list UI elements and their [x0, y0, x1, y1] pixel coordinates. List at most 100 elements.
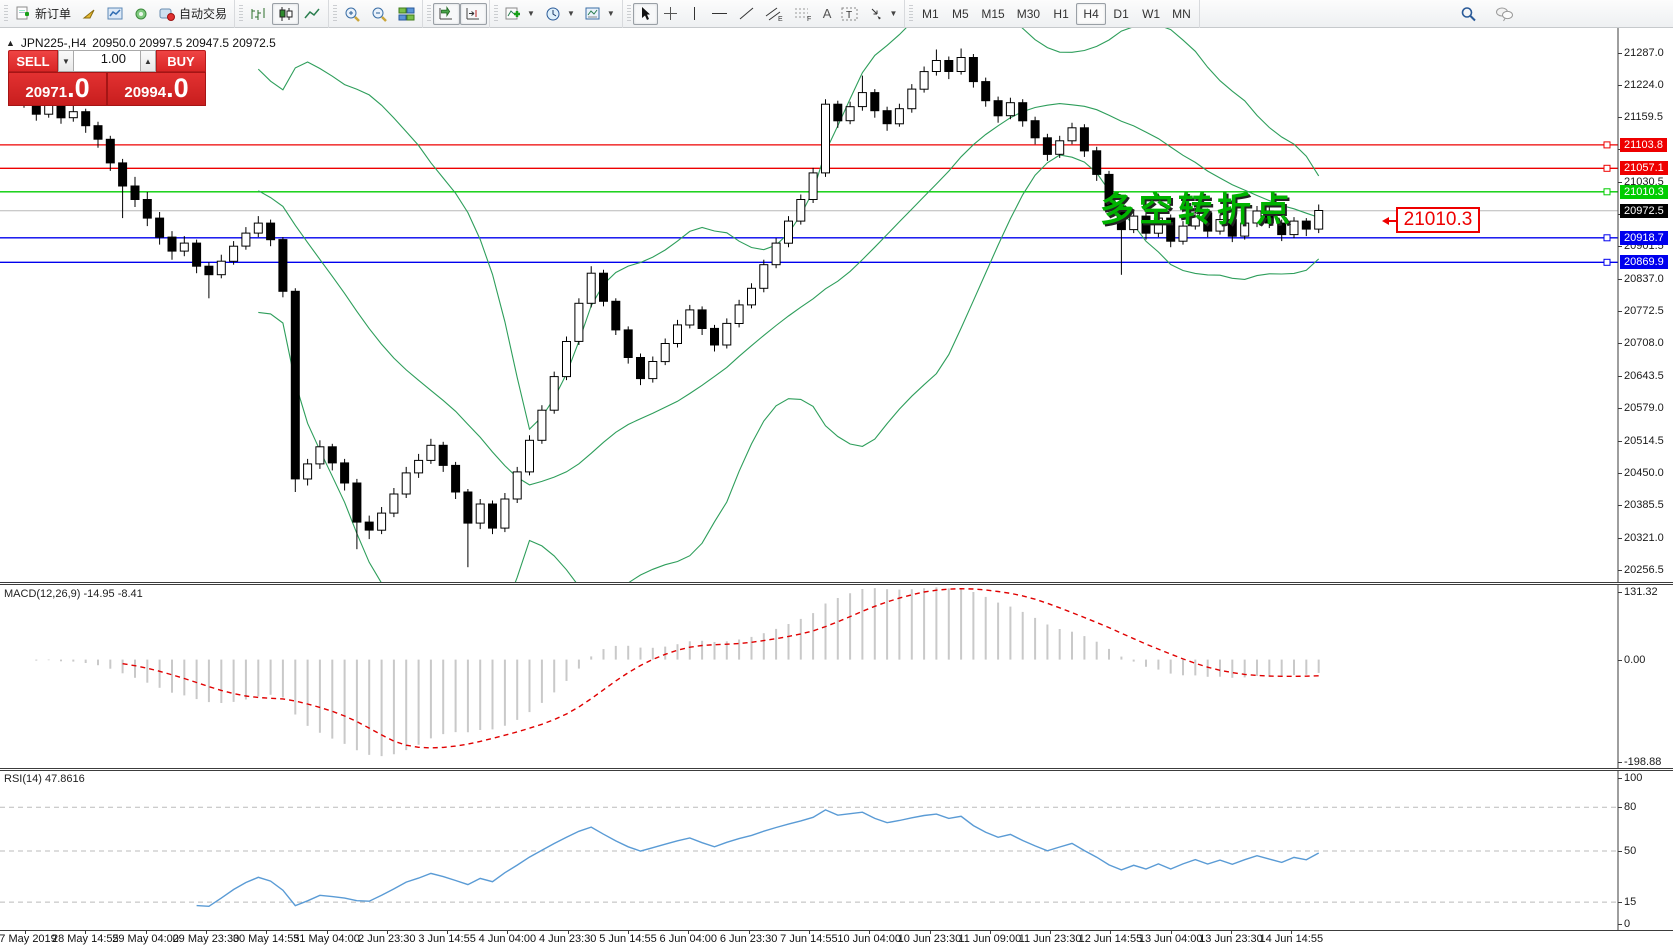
- timeframe-button-m30[interactable]: M30: [1016, 6, 1041, 21]
- auto-scroll-button[interactable]: [433, 2, 461, 25]
- label-tool-icon: T: [841, 6, 859, 22]
- horizontal-line-button[interactable]: [706, 3, 733, 25]
- time-axis-tick: [326, 930, 328, 934]
- volume-up-button[interactable]: ▲: [140, 50, 156, 72]
- time-axis-tick: [1291, 930, 1293, 934]
- cursor-button[interactable]: [632, 2, 658, 25]
- timeframe-button-m5[interactable]: M5: [952, 6, 969, 21]
- time-axis-label: 6 Jun 04:00: [659, 933, 718, 945]
- price-axis-tick-label: 20579.0: [1624, 402, 1664, 415]
- rsi-axis-tick-label: 80: [1624, 801, 1637, 814]
- axis-tick: [1618, 778, 1622, 779]
- time-axis-tick: [929, 930, 931, 934]
- signals-button[interactable]: [128, 3, 154, 25]
- axis-tick: [1618, 762, 1622, 763]
- time-axis-label: 10 Jun 23:30: [897, 933, 962, 945]
- sell-button[interactable]: SELL: [8, 50, 58, 72]
- time-axis-label: 7 Jun 14:55: [780, 933, 838, 945]
- text-tool-button[interactable]: A: [818, 3, 837, 25]
- timeframe-button-mn[interactable]: MN: [1172, 6, 1191, 21]
- pane-separator-rsi[interactable]: [0, 768, 1673, 771]
- auto-scroll-icon: [438, 5, 455, 22]
- symbol-period-label: JPN225-,H4: [20, 36, 87, 50]
- indicators-button[interactable]: ▼: [500, 3, 540, 25]
- time-axis-tick: [1050, 930, 1052, 934]
- tile-windows-button[interactable]: [393, 3, 420, 25]
- crosshair-button[interactable]: [658, 3, 683, 25]
- volume-input[interactable]: 1.00: [74, 50, 140, 72]
- price-axis-tick-label: 20321.0: [1624, 531, 1664, 544]
- toolbar-group-standard: 新订单 自动交易: [0, 0, 236, 28]
- bar-chart-button[interactable]: [245, 3, 272, 25]
- chart-area: ▲ JPN225-,H4 20950.0 20997.5 20947.5 209…: [0, 28, 1673, 950]
- price-callout-box[interactable]: 21010.3: [1396, 207, 1480, 233]
- axis-tick: [1618, 311, 1622, 313]
- time-axis-label: 31 May 04:00: [293, 933, 360, 945]
- time-axis-label: 29 May 23:30: [172, 933, 240, 945]
- periods-clock-icon: [545, 6, 562, 22]
- zoom-in-button[interactable]: [339, 3, 366, 25]
- signals-icon: [133, 6, 149, 21]
- timeframe-button-m15[interactable]: M15: [981, 6, 1005, 21]
- label-tool-button[interactable]: T: [836, 3, 864, 25]
- time-axis-label: 14 Jun 14:55: [1259, 933, 1324, 945]
- time-axis-tick: [748, 930, 750, 934]
- timeframe-button-h1[interactable]: H1: [1053, 6, 1069, 21]
- time-axis-tick: [989, 930, 991, 934]
- time-axis-label: 28 May 14:55: [51, 933, 119, 945]
- gold-arrow-button[interactable]: [76, 3, 102, 25]
- time-axis-label: 29 May 04:00: [112, 933, 179, 945]
- fibonacci-button[interactable]: F: [789, 3, 818, 25]
- zoom-out-icon: [371, 6, 388, 22]
- periods-button[interactable]: ▼: [540, 3, 580, 25]
- price-axis-tick-label: 21159.5: [1624, 110, 1663, 123]
- timeframe-button-h4[interactable]: H4: [1076, 2, 1107, 25]
- timeframe-button-w1[interactable]: W1: [1142, 6, 1161, 21]
- time-axis-label: 13 Jun 23:30: [1199, 933, 1263, 945]
- axis-tick: [1618, 343, 1622, 345]
- volume-down-button[interactable]: ▼: [58, 50, 74, 72]
- rsi-axis-tick-label: 15: [1624, 896, 1637, 909]
- arrows-button[interactable]: ▼: [864, 3, 902, 25]
- pane-separator-macd[interactable]: [0, 582, 1673, 585]
- sell-price-button[interactable]: 20971 .0: [8, 72, 107, 106]
- buy-button[interactable]: BUY: [156, 50, 206, 72]
- toolbar-group-timeframes: M1 M5 M15 M30 H1 H4 D1 W1 MN: [905, 0, 1200, 28]
- search-button[interactable]: [1455, 3, 1482, 25]
- timeframe-button-m1[interactable]: M1: [922, 6, 939, 21]
- trendline-icon: [738, 6, 755, 21]
- time-axis-tick: [1231, 930, 1232, 934]
- svg-text:E: E: [778, 16, 783, 22]
- chat-button[interactable]: [1490, 3, 1519, 25]
- indicators-icon: [505, 6, 522, 22]
- oneclick-collapse-icon[interactable]: ▲: [6, 38, 15, 48]
- candlestick-chart-button[interactable]: [272, 2, 300, 25]
- templates-button[interactable]: ▼: [580, 3, 620, 25]
- macd-axis-tick-label: 131.32: [1624, 586, 1658, 598]
- line-chart-button[interactable]: [299, 3, 326, 25]
- trendline-button[interactable]: [733, 3, 760, 25]
- macd-label: MACD(12,26,9) -14.95 -8.41: [4, 588, 143, 600]
- axis-tick: [1618, 851, 1622, 852]
- zoom-out-button[interactable]: [366, 3, 393, 25]
- turning-point-annotation[interactable]: 多空转折点: [1100, 191, 1295, 229]
- buy-price-button[interactable]: 20994 .0: [107, 72, 206, 106]
- rsi-label: RSI(14) 47.8616: [4, 773, 85, 785]
- callout-line: [1388, 220, 1396, 222]
- time-axis-label: 5 Jun 14:55: [599, 933, 657, 945]
- crosshair-icon: [663, 6, 678, 21]
- auto-trading-button[interactable]: 自动交易: [154, 3, 232, 25]
- equidistant-channel-button[interactable]: E: [760, 3, 789, 25]
- toolbar-group-chart-mode: [235, 0, 330, 28]
- horizontal-line-icon: [711, 6, 728, 21]
- price-axis-tick-label: 21287.0: [1624, 47, 1664, 59]
- current-price-tag: 20972.5: [1620, 203, 1668, 218]
- axis-tick: [1618, 807, 1622, 809]
- vertical-line-button[interactable]: [683, 3, 706, 25]
- time-axis-label: 4 Jun 04:00: [478, 933, 537, 945]
- timeframe-button-d1[interactable]: D1: [1113, 6, 1129, 21]
- chart-shift-button[interactable]: [460, 2, 488, 25]
- new-order-button[interactable]: 新订单: [10, 3, 76, 25]
- chart-window-button[interactable]: [102, 3, 128, 25]
